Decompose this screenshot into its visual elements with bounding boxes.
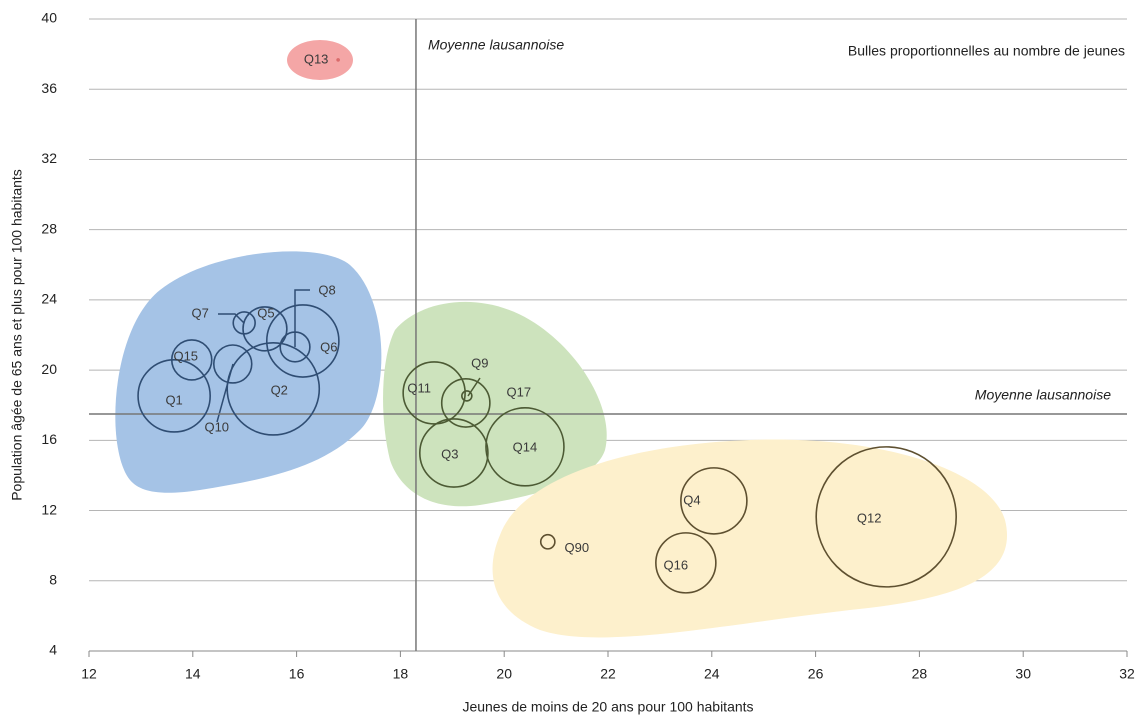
bubble-label: Q13 [304,51,329,66]
x-tick-label: 20 [496,666,512,682]
x-tick-label: 16 [289,666,305,682]
bubble [170,339,213,381]
bubble-label: Q16 [664,557,689,572]
bubble [655,532,717,594]
bubble [279,331,311,363]
bubble [226,342,321,436]
bubble [440,378,491,428]
bubble-label: Q15 [173,348,198,363]
reference-label: Moyenne lausannoise [428,37,564,53]
blue-group-area [115,251,382,493]
bubble [815,446,957,588]
leader-line [294,289,310,347]
x-tick-label: 32 [1119,666,1135,682]
y-tick-label: 16 [41,431,57,447]
bubble-label: Q7 [192,305,209,320]
bubble-label: Q17 [507,384,532,399]
y-tick-label: 40 [41,10,57,26]
bubble [336,58,340,62]
y-tick-label: 36 [41,80,57,96]
y-tick-label: 28 [41,220,57,236]
x-axis-label: Jeunes de moins de 20 ans pour 100 habit… [462,699,753,715]
x-tick-label: 28 [912,666,928,682]
bubble [242,306,288,352]
y-axis-label: Population âgée de 65 ans et plus pour 1… [9,169,25,501]
bubble [418,418,489,488]
x-tick-label: 30 [1015,666,1031,682]
bubble-label: Q9 [471,355,488,370]
y-tick-label: 20 [41,361,57,377]
bubble-label: Q5 [257,305,274,320]
bubble-label: Q14 [513,439,538,454]
x-tick-label: 12 [81,666,97,682]
y-tick-label: 4 [49,642,57,658]
bubble-label: Q1 [165,392,182,407]
group-areas [115,40,1008,638]
leader-line [218,313,245,324]
bubble [485,407,565,487]
y-tick-label: 24 [41,291,57,307]
yellow-group-area [492,439,1008,638]
reference-label: Moyenne lausannoise [975,387,1111,403]
bubble-label: Q6 [320,339,337,354]
bubble-label: Q10 [204,419,229,434]
y-tick-label: 12 [41,501,57,517]
bubble [137,359,211,433]
bubble-label: Q4 [683,492,700,507]
bubble [212,344,253,384]
x-tick-label: 24 [704,666,720,682]
red-group-area [287,40,353,80]
y-tick-label: 8 [49,571,57,587]
x-tick-label: 22 [600,666,616,682]
bubble-label: Q3 [441,446,458,461]
bubble [680,467,748,535]
x-tick-label: 14 [185,666,201,682]
bubble [461,390,473,402]
annotation: Bulles proportionnelles au nombre de jeu… [848,43,1125,59]
y-tick-label: 32 [41,150,57,166]
bubble-label: Q2 [271,382,288,397]
bubble-label: Q90 [565,540,590,555]
bubble [402,361,466,425]
x-tick-label: 26 [808,666,824,682]
green-group-area [383,301,607,507]
bubble [539,533,556,550]
bubble-label: Q11 [407,380,431,395]
x-tick-label: 18 [393,666,409,682]
bubble-label: Q12 [857,510,882,525]
bubble-label: Q8 [318,282,335,297]
bubble [265,304,340,378]
